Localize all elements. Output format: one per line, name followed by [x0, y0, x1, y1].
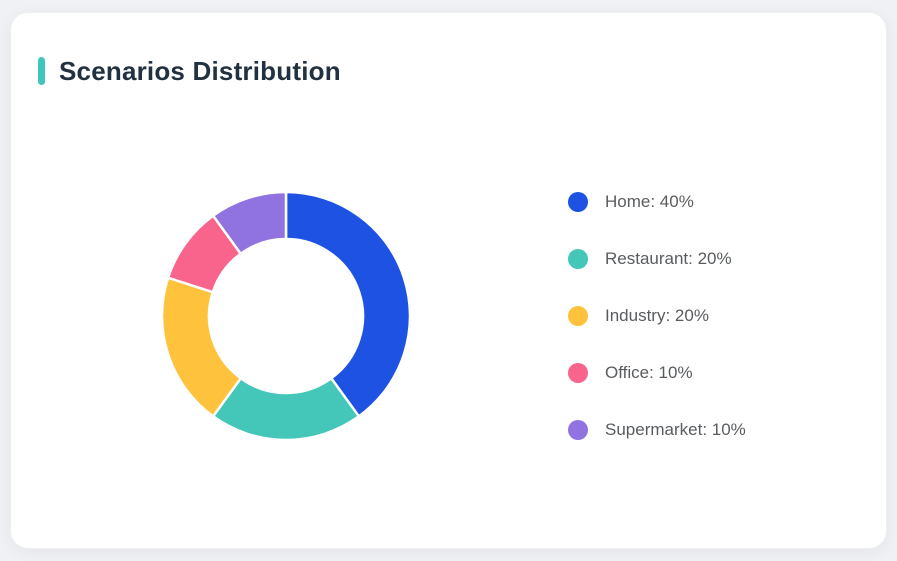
title-accent-bar [38, 57, 45, 85]
donut-segment-industry[interactable] [160, 276, 242, 418]
legend-item-industry[interactable]: Industry: 20% [568, 305, 746, 326]
legend-dot-supermarket [568, 419, 588, 440]
legend-dot-industry [568, 305, 588, 326]
card-title: Scenarios Distribution [59, 56, 341, 86]
donut-chart [156, 186, 416, 446]
donut-segment-home[interactable] [284, 190, 412, 418]
legend-dot-restaurant [568, 248, 588, 269]
legend-label: Office: 10% [605, 363, 693, 382]
legend-label: Restaurant: 20% [605, 249, 732, 268]
legend-label: Home: 40% [605, 192, 694, 211]
legend-dot-office [568, 362, 588, 383]
donut-segment-supermarket[interactable] [211, 190, 288, 255]
chart-legend: Home: 40% Restaurant: 20% Industry: 20% Off… [568, 191, 746, 440]
legend-dot-home [568, 191, 588, 212]
legend-item-restaurant[interactable]: Restaurant: 20% [568, 248, 746, 269]
legend-item-office[interactable]: Office: 10% [568, 362, 746, 383]
legend-label: Industry: 20% [605, 306, 709, 325]
scenarios-distribution-card: Scenarios Distribution Home: 40% Restaura… [10, 12, 887, 549]
legend-label: Supermarket: 10% [605, 420, 746, 439]
legend-item-home[interactable]: Home: 40% [568, 191, 746, 212]
donut-svg [160, 190, 412, 442]
card-header: Scenarios Distribution [38, 56, 341, 86]
legend-item-supermarket[interactable]: Supermarket: 10% [568, 419, 746, 440]
